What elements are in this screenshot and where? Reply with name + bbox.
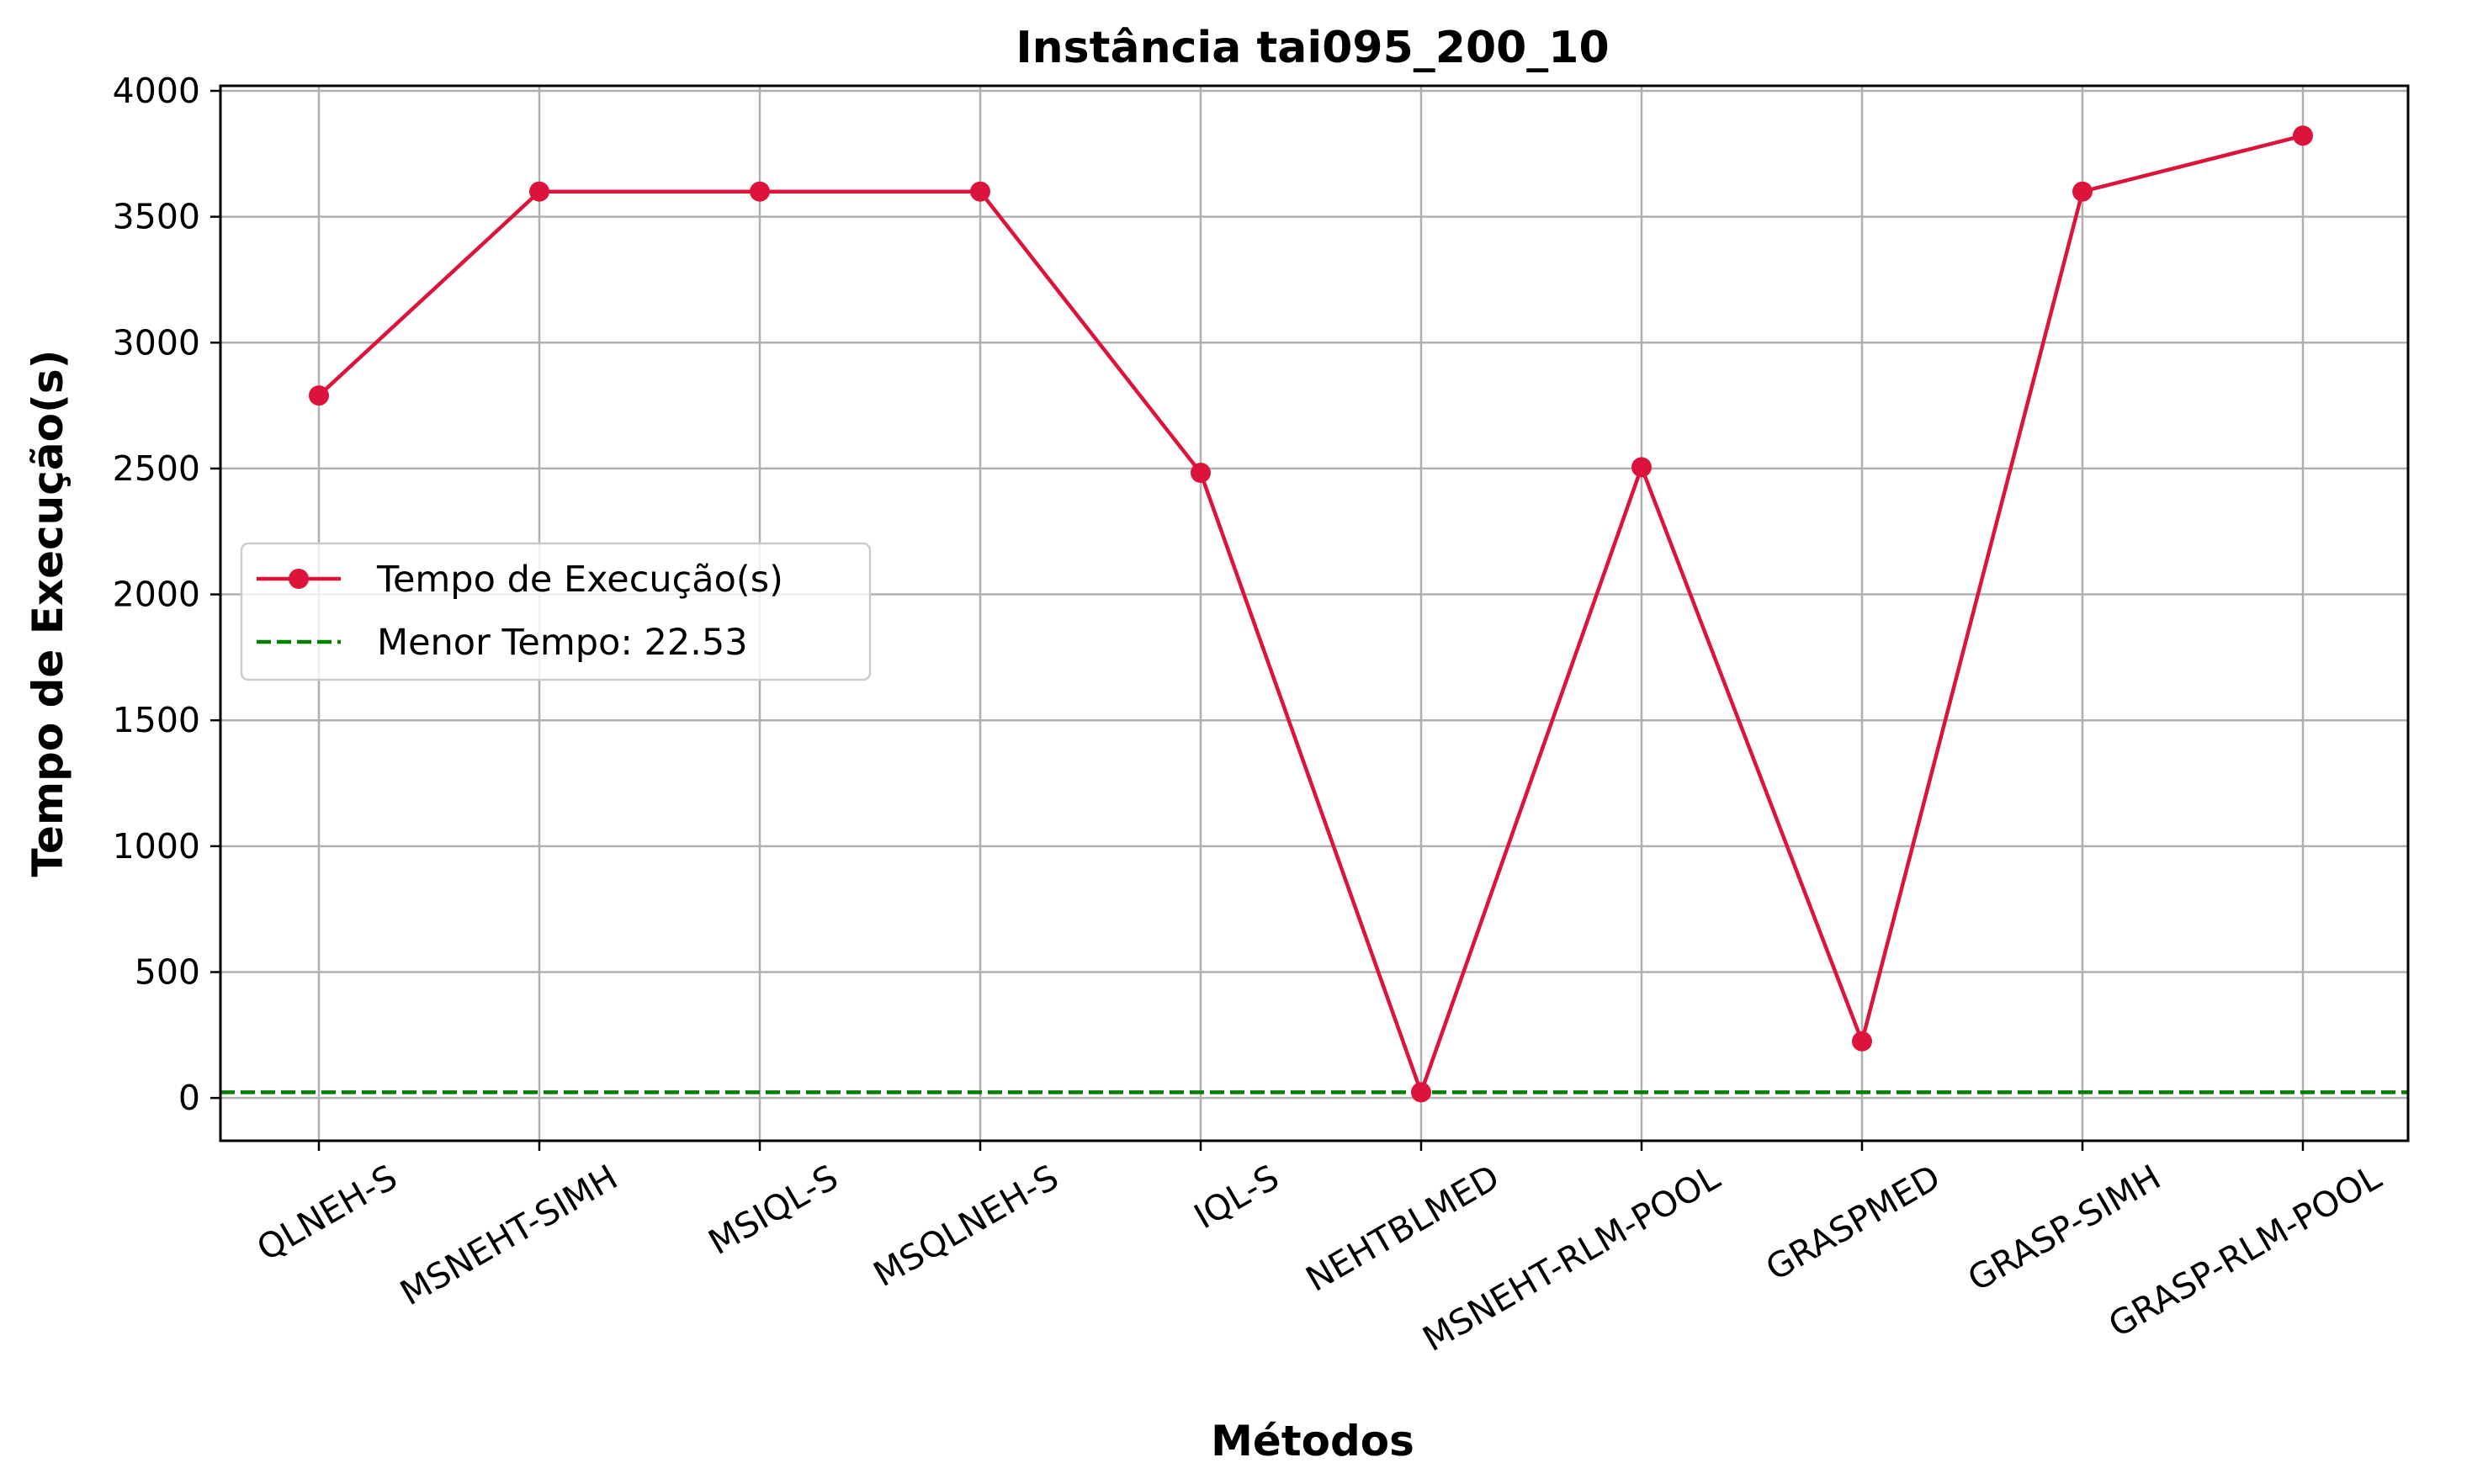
x-tick-label: NEHTBLMED: [1299, 1157, 1506, 1300]
x-tick-label: IQL-S: [1187, 1157, 1286, 1237]
y-tick-label: 500: [135, 951, 200, 992]
x-tick-label: MSIQL-S: [702, 1157, 845, 1263]
y-tick-label: 1000: [113, 826, 200, 867]
y-tick-label: 1500: [113, 700, 200, 740]
y-tick-label: 2500: [113, 448, 200, 489]
legend-reference-label: Menor Tempo: 22.53: [377, 622, 748, 664]
x-tick-label: MSNEHT-SIMH: [394, 1157, 624, 1313]
data-point: [750, 181, 770, 202]
data-point: [2293, 125, 2313, 146]
data-point: [1411, 1082, 1431, 1103]
x-axis-label: Métodos: [1211, 1417, 1414, 1465]
y-tick-label: 3500: [113, 197, 200, 237]
legend-box: [240, 542, 872, 681]
x-tick-label: QLNEH-S: [250, 1157, 404, 1269]
series-layer: [309, 125, 2313, 1103]
data-point: [970, 181, 990, 202]
y-tick-label: 2000: [113, 575, 200, 615]
grid: [220, 86, 2408, 1141]
plot-area-frame: [219, 84, 2410, 1142]
data-point: [1631, 457, 1652, 478]
y-tick-label: 4000: [113, 71, 200, 111]
data-point: [309, 385, 329, 406]
data-point: [2072, 181, 2093, 202]
legend: Tempo de Execução(s) Menor Tempo: 22.53: [240, 542, 872, 681]
x-tick-label: GRASPMED: [1759, 1157, 1947, 1289]
y-axis-label: Tempo de Execução(s): [24, 350, 72, 877]
y-tick-label: 0: [178, 1078, 200, 1118]
data-point: [1191, 462, 1211, 483]
data-point: [1852, 1031, 1872, 1052]
legend-series-marker: [289, 569, 309, 589]
legend-series-label: Tempo de Execução(s): [376, 559, 783, 601]
x-tick-label: MSQLNEH-S: [867, 1157, 1065, 1295]
data-point: [529, 181, 549, 202]
series-line: [317, 134, 2304, 1094]
x-tick-label: GRASP-SIMH: [1961, 1157, 2167, 1299]
chart-title: Instância tai095_200_10: [1016, 23, 1609, 73]
y-axis-ticks: 0 500 1000 1500 2000 2500 3000 3500 4000: [113, 71, 220, 1118]
y-tick-label: 3000: [113, 322, 200, 363]
